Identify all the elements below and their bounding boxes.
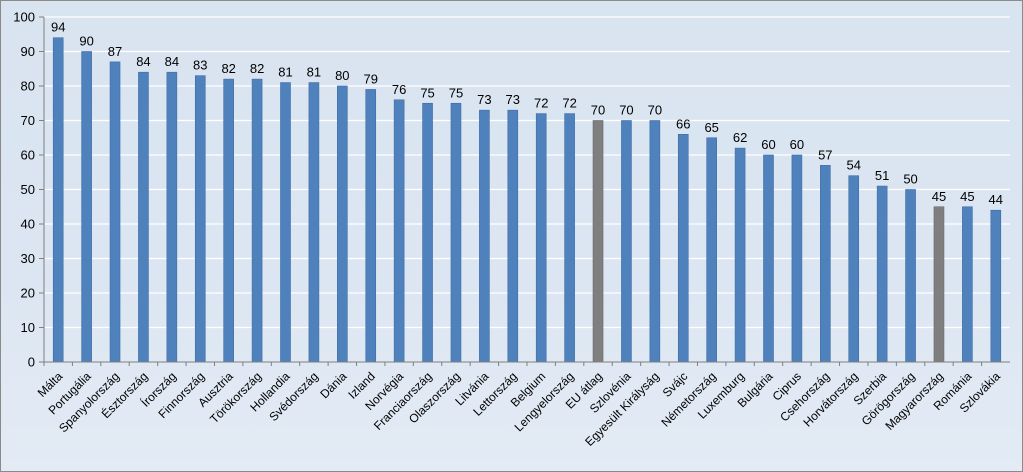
bar [194,75,206,363]
axes [39,16,1010,366]
bar [535,113,547,363]
bar [677,134,689,363]
bar [933,206,945,363]
bar [365,89,377,363]
bar [422,102,433,363]
data-label: 87 [108,44,122,59]
bar [791,154,803,363]
y-tick-label: 100 [13,10,35,25]
bar [52,37,64,363]
data-label: 62 [733,130,747,145]
data-label: 54 [847,158,861,173]
bar [109,61,121,363]
data-label: 65 [704,120,718,135]
bar [166,71,178,363]
data-label: 44 [989,192,1003,207]
data-label: 70 [619,103,633,118]
data-label: 82 [250,61,264,76]
bar [848,175,860,363]
data-label: 90 [79,34,93,49]
data-label: 79 [364,71,378,86]
bar [962,206,973,363]
bar [308,82,320,363]
y-tick-label: 80 [21,79,35,94]
bar [251,78,263,363]
bar [393,99,405,363]
y-tick-label: 0 [28,355,35,370]
bar [763,154,774,363]
data-label: 57 [818,147,832,162]
data-label: 73 [506,92,520,107]
data-label: 72 [534,96,548,111]
bar [905,189,916,363]
y-tick-label: 50 [21,182,35,197]
bar [138,71,149,363]
bar [564,113,575,363]
data-label: 51 [875,168,889,183]
bar [223,78,234,363]
data-label: 73 [477,92,491,107]
data-label: 72 [562,96,576,111]
data-label: 84 [136,54,150,69]
data-label: 66 [676,116,690,131]
data-label: 82 [221,61,235,76]
bar [507,109,519,363]
y-tick-label: 20 [21,286,35,301]
data-label: 60 [761,137,775,152]
bar [820,165,831,363]
data-label: 84 [165,54,179,69]
y-tick-label: 40 [21,217,35,232]
bars [52,37,1002,363]
y-tick-label: 10 [21,320,35,335]
bar [81,51,92,363]
y-tick-label: 30 [21,251,35,266]
bar [592,120,604,363]
data-label: 75 [449,85,463,100]
data-label: 80 [335,68,349,83]
data-label: 83 [193,58,207,73]
y-tick-label: 70 [21,113,35,128]
data-label: 45 [960,189,974,204]
data-label: 50 [903,172,917,187]
bar [876,185,888,363]
data-label: 76 [392,82,406,97]
y-tick-label: 90 [21,44,35,59]
bar [621,120,632,363]
gridlines [44,16,1010,329]
data-label: 45 [932,189,946,204]
category-label: Dánia [317,369,349,401]
bar [649,120,661,363]
data-label: 70 [648,103,662,118]
bar [990,209,1002,363]
data-label: 94 [51,20,65,35]
data-label: 60 [790,137,804,152]
data-label: 70 [591,103,605,118]
bar [706,137,717,363]
bar [337,85,348,363]
data-label: 81 [278,65,292,80]
data-label: 75 [420,85,434,100]
bar [450,102,462,363]
y-tick-label: 60 [21,148,35,163]
bar [479,109,490,363]
data-label: 81 [307,65,321,80]
bar [734,147,746,363]
bar [280,82,291,363]
